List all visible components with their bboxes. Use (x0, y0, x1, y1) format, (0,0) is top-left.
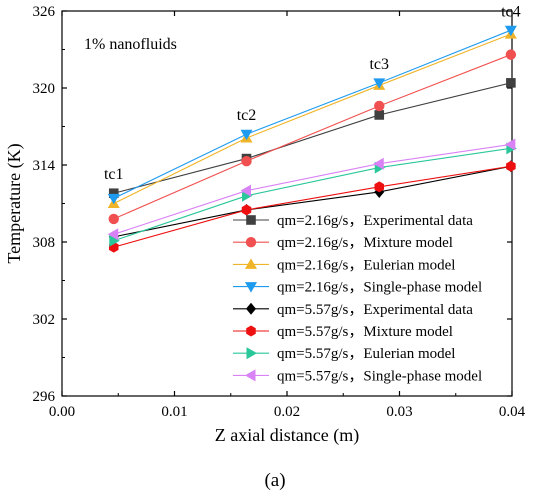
series-line-0 (113, 82, 512, 194)
legend-marker-7 (245, 369, 256, 382)
data-point-s3-p2 (373, 78, 386, 89)
y-tick-label: 320 (33, 81, 56, 97)
annotation-tc2: tc2 (237, 107, 257, 124)
y-axis-label: Temperature (K) (4, 143, 25, 263)
legend-marker-6 (246, 347, 257, 360)
series-line-2 (113, 33, 512, 204)
y-tick-label: 302 (33, 312, 56, 328)
y-tick-label: 308 (33, 235, 56, 251)
x-tick-label: 0.00 (49, 404, 75, 420)
legend: qm=2.16g/s，Experimental data qm=2.16g/s，M… (233, 213, 482, 384)
data-point-s5-p3 (506, 160, 516, 172)
data-point-s1-p1 (241, 155, 252, 167)
series-line-6 (113, 147, 511, 242)
x-axis-label: Z axial distance (m) (215, 425, 359, 446)
y-tick-label: 326 (33, 4, 56, 20)
annotation-tc1: tc1 (104, 166, 124, 183)
data-point-s3-p1 (240, 129, 253, 141)
annotation-tc4: tc4 (501, 3, 521, 20)
series-line-1 (113, 54, 512, 220)
data-point-s0-p2 (374, 110, 385, 120)
legend-marker-4 (246, 302, 256, 315)
series-line-5 (113, 165, 511, 248)
x-tick-label: 0.02 (274, 404, 300, 420)
legend-label-7: qm=5.57g/s，Single-phase model (277, 368, 482, 384)
data-point-s5-p2 (374, 181, 385, 193)
figure-caption: (a) (264, 470, 285, 491)
legend-marker-3 (245, 282, 257, 293)
legend-marker-2 (245, 258, 257, 269)
legend-marker-1 (245, 237, 257, 248)
legend-label-3: qm=2.16g/s，Single-phase model (277, 280, 482, 296)
y-tick-label: 296 (33, 389, 56, 405)
legend-label-2: qm=2.16g/s，Eulerian model (277, 257, 455, 273)
x-tick-label: 0.03 (386, 404, 412, 420)
data-point-s1-p0 (108, 213, 119, 225)
plot-area: 0.00 0.01 0.02 0.03 0.04 296 302 308 314 320 326 Z … (4, 4, 526, 446)
data-point-s7-p3 (504, 138, 516, 151)
series-line-3 (113, 29, 512, 199)
legend-label-6: qm=5.57g/s，Eulerian model (277, 346, 455, 362)
data-point-s0-p0 (108, 188, 119, 199)
data-point-s5-p1 (241, 204, 252, 216)
series-line-7 (113, 143, 511, 235)
data-point-s7-p2 (373, 157, 384, 170)
data-point-s7-p1 (240, 184, 251, 197)
data-point-s1-p2 (374, 100, 385, 112)
legend-marker-0 (246, 215, 256, 225)
data-point-s0-p3 (506, 78, 516, 88)
legend-label-0: qm=2.16g/s，Experimental data (277, 213, 473, 229)
series-line-4 (113, 165, 511, 238)
annotations: 1% nanofluids tc1 tc2 tc3 tc4 (a) (84, 3, 521, 491)
data-point-s3-p0 (107, 193, 120, 205)
annotation-nanofluids: 1% nanofluids (84, 36, 177, 53)
legend-label-1: qm=2.16g/s，Mixture model (277, 235, 453, 251)
data-point-s7-p0 (107, 228, 119, 241)
x-tick-label: 0.04 (499, 404, 526, 420)
legend-marker-5 (246, 325, 256, 337)
data-point-s6-p0 (109, 234, 120, 247)
y-tick-label: 314 (33, 158, 56, 174)
annotation-tc3: tc3 (369, 56, 389, 73)
x-tick-label: 0.01 (161, 404, 187, 420)
legend-label-5: qm=5.57g/s，Mixture model (277, 324, 453, 340)
data-point-s1-p3 (505, 49, 517, 60)
data-point-s3-p3 (504, 25, 517, 37)
legend-label-4: qm=5.57g/s，Experimental data (277, 302, 473, 318)
